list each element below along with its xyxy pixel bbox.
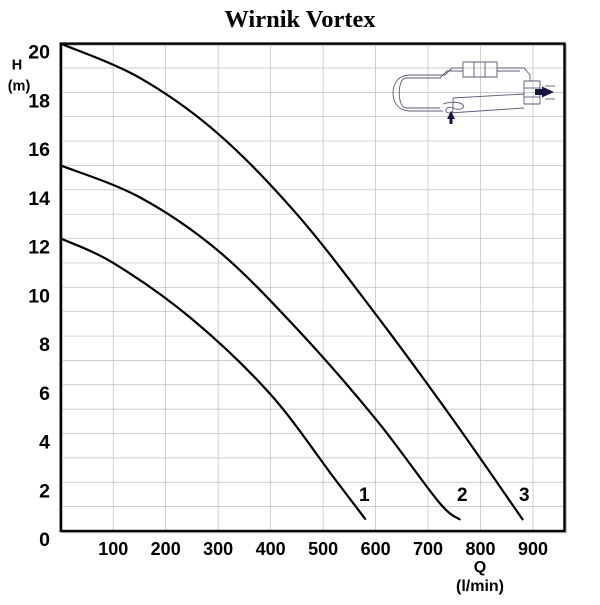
svg-text:4: 4 xyxy=(39,432,50,454)
svg-text:600: 600 xyxy=(361,539,391,559)
svg-text:18: 18 xyxy=(28,90,50,112)
svg-text:12: 12 xyxy=(28,237,50,259)
svg-text:900: 900 xyxy=(518,539,548,559)
svg-text:16: 16 xyxy=(28,139,50,161)
svg-text:800: 800 xyxy=(466,539,496,559)
svg-text:H: H xyxy=(12,58,22,74)
svg-text:6: 6 xyxy=(39,383,50,405)
svg-text:Wirnik Vortex: Wirnik Vortex xyxy=(224,6,376,33)
svg-text:Q: Q xyxy=(474,559,486,576)
svg-text:(m): (m) xyxy=(8,79,31,95)
svg-text:200: 200 xyxy=(151,539,181,559)
svg-text:8: 8 xyxy=(39,334,50,356)
svg-text:100: 100 xyxy=(98,539,128,559)
svg-text:400: 400 xyxy=(256,539,286,559)
svg-text:500: 500 xyxy=(308,539,338,559)
svg-text:1: 1 xyxy=(359,485,370,506)
svg-text:3: 3 xyxy=(519,485,530,506)
svg-text:2: 2 xyxy=(39,480,50,502)
svg-text:10: 10 xyxy=(28,285,50,307)
svg-text:2: 2 xyxy=(457,485,468,506)
svg-text:0: 0 xyxy=(39,529,50,551)
svg-text:14: 14 xyxy=(28,188,50,210)
svg-text:20: 20 xyxy=(28,42,50,64)
svg-text:(l/min): (l/min) xyxy=(456,578,504,595)
svg-text:700: 700 xyxy=(413,539,443,559)
svg-text:300: 300 xyxy=(203,539,233,559)
